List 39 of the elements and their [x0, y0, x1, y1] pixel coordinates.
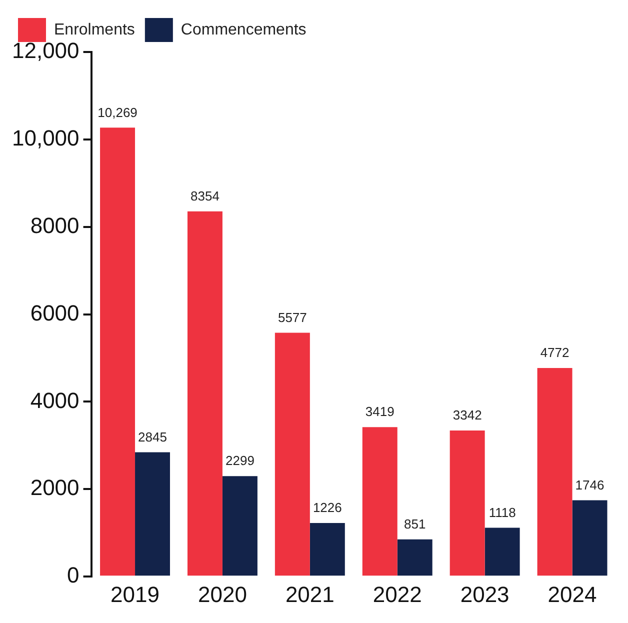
- bar: [572, 500, 608, 576]
- data-label: 851: [404, 516, 426, 532]
- y-tick-label: 2000: [30, 475, 80, 500]
- x-tick-label: 2024: [548, 582, 597, 607]
- legend-label: Commencements: [180, 21, 306, 38]
- y-tick-label: 6000: [30, 300, 80, 326]
- data-label: 1746: [575, 477, 604, 492]
- x-tick-label: 2022: [372, 582, 422, 607]
- data-label: 10,269: [98, 104, 138, 120]
- y-tick-label: 10,000: [12, 125, 80, 150]
- data-label: 2845: [138, 429, 167, 444]
- bar: [310, 523, 345, 576]
- x-tick-label: 2023: [460, 582, 510, 607]
- bar: [484, 528, 520, 576]
- x-tick-label: 2020: [198, 582, 247, 607]
- y-tick-label: 8000: [30, 212, 80, 238]
- bar: [135, 452, 170, 576]
- x-tick-label: 2019: [110, 582, 160, 607]
- data-label: 1226: [312, 500, 342, 516]
- y-tick-label: 0: [67, 562, 80, 588]
- bar: [100, 128, 136, 576]
- data-label: 5577: [278, 310, 307, 325]
- data-label: 1118: [488, 504, 516, 520]
- x-tick-label: 2021: [285, 582, 334, 607]
- data-label: 3419: [365, 404, 394, 420]
- bar: [362, 427, 398, 576]
- bar: [450, 430, 485, 576]
- data-label: 2299: [225, 453, 254, 468]
- data-label: 4772: [540, 345, 570, 360]
- bar: [274, 332, 310, 576]
- bar: [537, 368, 572, 576]
- bar: [222, 476, 258, 576]
- data-label: 8354: [190, 188, 220, 204]
- bar: [187, 211, 222, 576]
- data-label: 3342: [452, 408, 482, 423]
- y-tick-label: 12,000: [12, 38, 80, 64]
- y-tick-label: 4000: [30, 388, 80, 413]
- bar: [397, 539, 432, 576]
- legend-label: Enrolments: [54, 21, 135, 38]
